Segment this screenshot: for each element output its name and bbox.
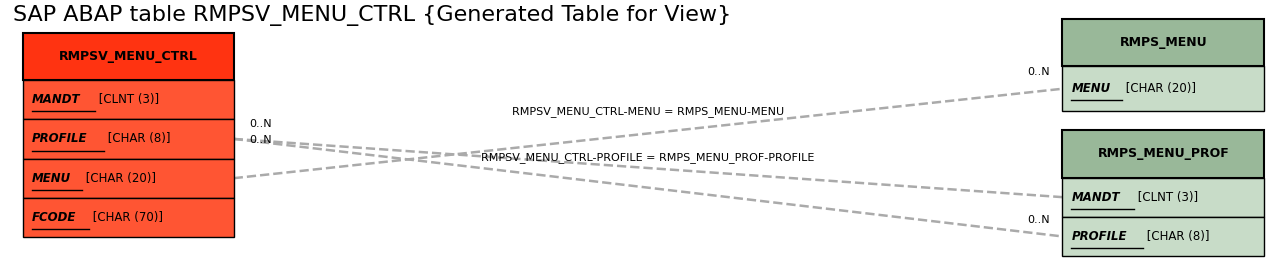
Text: [CLNT (3)]: [CLNT (3)] <box>94 93 158 106</box>
Bar <box>1062 66 1264 111</box>
Bar <box>1062 19 1264 66</box>
Bar <box>23 119 234 159</box>
Bar <box>23 80 234 119</box>
Bar <box>1062 130 1264 178</box>
Text: SAP ABAP table RMPSV_MENU_CTRL {Generated Table for View}: SAP ABAP table RMPSV_MENU_CTRL {Generate… <box>13 5 730 26</box>
Text: 0..N: 0..N <box>249 135 272 145</box>
Text: [CLNT (3)]: [CLNT (3)] <box>1134 191 1198 204</box>
Text: MANDT: MANDT <box>32 93 80 106</box>
Text: 0..N: 0..N <box>1027 67 1050 78</box>
Bar <box>1062 217 1264 256</box>
Text: MANDT: MANDT <box>1071 191 1120 204</box>
Text: 0..N: 0..N <box>1027 215 1050 225</box>
Text: RMPSV_MENU_CTRL-PROFILE = RMPS_MENU_PROF-PROFILE: RMPSV_MENU_CTRL-PROFILE = RMPS_MENU_PROF… <box>481 152 815 163</box>
Bar <box>23 198 234 237</box>
Text: FCODE: FCODE <box>32 211 77 224</box>
Text: RMPS_MENU: RMPS_MENU <box>1120 36 1207 49</box>
Text: RMPSV_MENU_CTRL: RMPSV_MENU_CTRL <box>59 50 198 63</box>
Text: [CHAR (20)]: [CHAR (20)] <box>83 172 156 185</box>
Text: MENU: MENU <box>32 172 72 185</box>
Text: PROFILE: PROFILE <box>1071 230 1126 243</box>
Text: [CHAR (8)]: [CHAR (8)] <box>103 133 170 145</box>
Text: [CHAR (70)]: [CHAR (70)] <box>89 211 163 224</box>
Text: [CHAR (20)]: [CHAR (20)] <box>1122 82 1195 95</box>
Bar <box>1062 178 1264 217</box>
Bar <box>23 159 234 198</box>
Text: MENU: MENU <box>1071 82 1111 95</box>
Text: PROFILE: PROFILE <box>32 133 87 145</box>
Text: RMPS_MENU_PROF: RMPS_MENU_PROF <box>1097 147 1230 160</box>
Text: [CHAR (8)]: [CHAR (8)] <box>1143 230 1209 243</box>
Text: RMPSV_MENU_CTRL-MENU = RMPS_MENU-MENU: RMPSV_MENU_CTRL-MENU = RMPS_MENU-MENU <box>512 106 784 117</box>
Bar <box>23 33 234 80</box>
Text: 0..N: 0..N <box>249 119 272 129</box>
